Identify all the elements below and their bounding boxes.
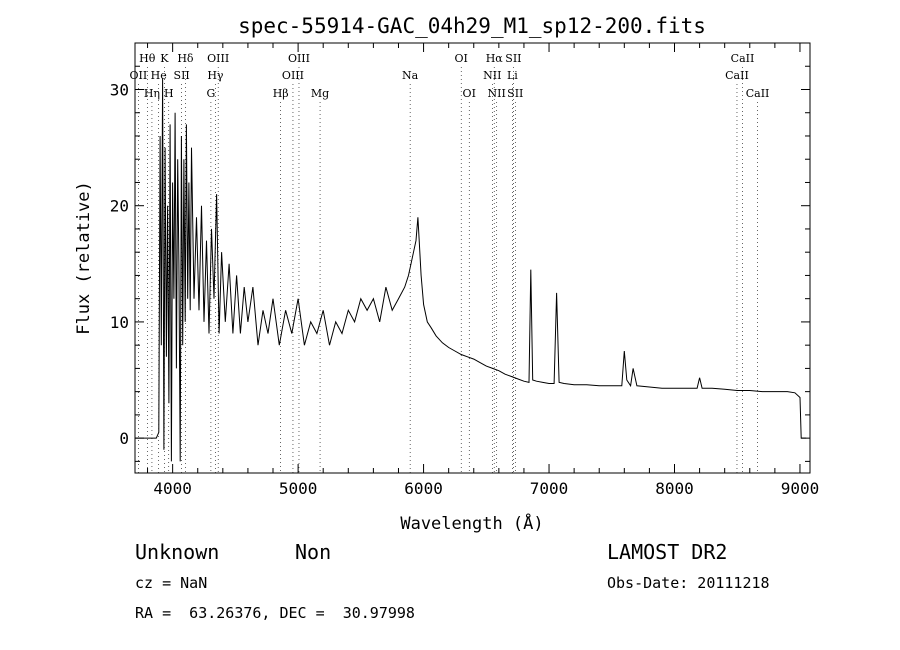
line-marker-label: He	[151, 69, 167, 82]
line-marker-label: Hη	[144, 87, 160, 100]
axis-ticks: 4000 5000 6000 7000 8000 9000 0 10 20 30	[110, 43, 819, 498]
line-marker-label: CaII	[725, 69, 749, 82]
coordinates-text: RA = 63.26376, DEC = 30.97998	[135, 604, 415, 622]
x-tick-label: 9000	[781, 479, 820, 498]
line-marker-label: SII	[505, 52, 521, 65]
line-marker-label: G	[207, 87, 216, 100]
y-tick-label: 20	[110, 197, 129, 216]
line-marker-label: OIII	[288, 52, 310, 65]
line-marker-label: Hα	[486, 52, 504, 65]
redshift-text: cz = NaN	[135, 574, 208, 592]
y-tick-label: 10	[110, 313, 129, 332]
x-tick-label: 6000	[404, 479, 443, 498]
line-marker-label: NII	[483, 69, 501, 82]
line-marker-label: CaII	[731, 52, 755, 65]
line-marker-label: Hδ	[177, 52, 194, 65]
spectrum-line	[135, 77, 807, 462]
line-marker-label: NII	[488, 87, 506, 100]
line-marker-label: OIII	[282, 69, 304, 82]
line-marker-label: Li	[507, 69, 518, 82]
line-marker-label: Hβ	[273, 87, 289, 100]
line-marker-label: OI	[455, 52, 468, 65]
x-tick-label: 4000	[153, 479, 192, 498]
line-marker-label: SII	[174, 69, 190, 82]
line-marker-label: OIII	[207, 52, 229, 65]
y-tick-label: 0	[119, 429, 129, 448]
subclass-text: Non	[295, 540, 332, 564]
obs-date-text: Obs-Date: 20111218	[607, 574, 770, 592]
line-marker-label: OII	[130, 69, 148, 82]
y-tick-label: 30	[110, 80, 129, 99]
chart-title: spec-55914-GAC_04h29_M1_sp12-200.fits	[238, 14, 706, 38]
x-axis-label: Wavelength (Å)	[400, 512, 543, 534]
line-marker-label: H	[164, 87, 174, 100]
classification-text: Unknown	[135, 540, 220, 564]
line-marker-label: K	[160, 52, 169, 65]
x-tick-label: 5000	[279, 479, 318, 498]
y-axis-label: Flux (relative)	[74, 181, 94, 335]
x-tick-label: 7000	[530, 479, 569, 498]
x-tick-label: 8000	[655, 479, 694, 498]
line-marker-label: SII	[507, 87, 523, 100]
line-marker-label: Na	[402, 69, 419, 82]
line-marker-label: Mg	[311, 87, 329, 100]
line-marker-label: Hθ	[139, 52, 156, 65]
survey-label: LAMOST DR2	[607, 540, 728, 564]
line-marker-label: CaII	[746, 87, 770, 100]
line-marker-label: Hγ	[207, 69, 224, 82]
line-marker-label: OI	[463, 87, 476, 100]
plot-frame	[134, 42, 811, 474]
